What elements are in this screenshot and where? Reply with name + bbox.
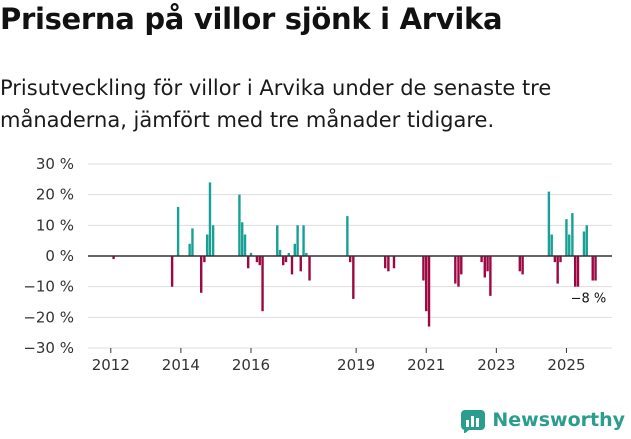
- bar: [460, 256, 463, 275]
- bar: [243, 234, 247, 256]
- bar: [284, 256, 288, 263]
- bar: [457, 256, 460, 287]
- bar: [188, 243, 191, 256]
- bar: [392, 256, 396, 269]
- bar: [454, 256, 457, 284]
- bar: [287, 252, 291, 256]
- bar: [290, 256, 294, 275]
- bar: [559, 256, 562, 263]
- bar: [582, 231, 586, 256]
- y-tick-label: 30 %: [36, 155, 74, 173]
- x-tick-label: 2025: [547, 356, 585, 374]
- bar: [568, 234, 571, 256]
- bar: [200, 256, 203, 293]
- bar: [387, 256, 390, 272]
- y-tick-label: 20 %: [36, 186, 74, 204]
- bar: [293, 243, 296, 256]
- bar: [521, 256, 524, 275]
- bar: [208, 182, 212, 256]
- bar: [585, 225, 588, 256]
- bar: [276, 225, 279, 256]
- bar: [261, 256, 264, 312]
- x-tick-label: 2021: [407, 356, 445, 374]
- bar: [238, 194, 241, 256]
- x-tick-label: 2014: [162, 356, 200, 374]
- bar: [299, 256, 302, 272]
- y-tick-label: −20 %: [23, 308, 74, 326]
- bar: [384, 256, 387, 269]
- bar: [550, 234, 553, 256]
- bar: [205, 234, 209, 256]
- bar: [258, 256, 261, 266]
- bar: [553, 256, 557, 263]
- bar: [112, 256, 115, 260]
- bar: [574, 256, 577, 287]
- bars: [112, 182, 597, 327]
- bar: [480, 256, 483, 263]
- bar: [249, 252, 253, 256]
- x-tick-label: 2012: [92, 356, 130, 374]
- bar: [176, 206, 180, 256]
- y-axis: 30 % 20 % 10 % 0 % −10 % −20 % −30 %: [23, 155, 74, 357]
- newsworthy-logo-icon: [461, 410, 486, 433]
- bar: [170, 256, 174, 287]
- bar: [556, 256, 559, 284]
- bar-chart: 30 %20 %10 %0 %−10 %−20 %−30 % 2012 2014 2…: [23, 155, 612, 374]
- bar: [241, 222, 244, 256]
- bar: [191, 228, 194, 256]
- bar: [246, 256, 250, 269]
- gridlines: [88, 163, 612, 349]
- bar: [565, 219, 568, 256]
- bar: [576, 256, 580, 287]
- bar: [425, 256, 428, 312]
- y-tick-label: 0 %: [45, 247, 74, 265]
- y-tick-label: 10 %: [36, 216, 74, 234]
- bar: [547, 191, 551, 256]
- bar: [594, 256, 597, 281]
- x-axis: 2012 2014 2016 2019 2021 2023 2025: [92, 348, 586, 374]
- bar: [308, 256, 311, 281]
- bar: [483, 256, 486, 278]
- y-tick-label: −10 %: [23, 278, 74, 296]
- bar: [255, 256, 259, 263]
- bar: [518, 256, 522, 272]
- bar: [591, 256, 594, 281]
- bar: [305, 252, 308, 256]
- bar: [422, 256, 425, 281]
- bar: [486, 256, 489, 272]
- y-tick-label: −30 %: [23, 339, 74, 357]
- bar: [348, 256, 352, 263]
- chart-title: Priserna på villor sjönk i Arvika: [0, 2, 503, 36]
- bar: [346, 216, 349, 256]
- last-value-annotation: −8 %: [571, 292, 607, 307]
- bar: [427, 256, 431, 327]
- brand-name: Newsworthy: [492, 409, 625, 431]
- bar: [278, 249, 282, 256]
- bar: [296, 225, 299, 256]
- x-tick-label: 2023: [477, 356, 515, 374]
- bar: [302, 225, 305, 256]
- x-tick-label: 2019: [337, 356, 375, 374]
- bar: [571, 213, 574, 256]
- bar: [489, 256, 492, 296]
- bar: [211, 225, 215, 256]
- x-tick-label: 2016: [232, 356, 270, 374]
- bar: [352, 256, 355, 299]
- bar: [282, 256, 285, 266]
- chart-subtitle: Prisutveckling för villor i Arvika under…: [0, 76, 552, 132]
- bar: [203, 256, 206, 263]
- brand-logo: Newsworthy: [460, 407, 625, 433]
